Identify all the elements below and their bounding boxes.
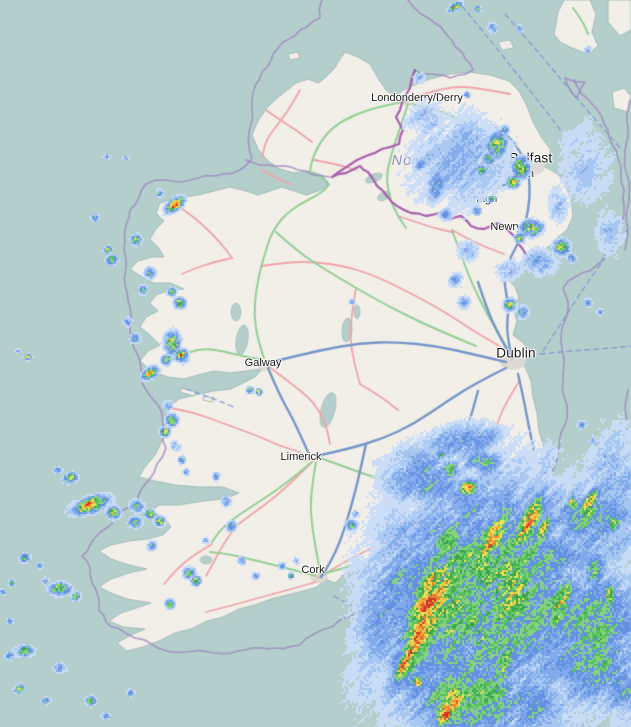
city-label-londonderry: Londonderry/Derry xyxy=(371,92,463,104)
city-label-cork: Cork xyxy=(301,564,325,576)
region-label-northern-ireland: Northern Ireland xyxy=(391,153,513,169)
city-label-dublin: Dublin xyxy=(496,345,536,361)
city-label-armagh: Armagh xyxy=(458,193,498,205)
city-label-kilkenny: Kilkenny xyxy=(395,449,437,461)
city-label-lisburn: Lisburn xyxy=(497,168,535,180)
city-label-newry: Newry xyxy=(490,221,522,233)
city-label-belfast: Belfast xyxy=(509,150,553,166)
city-label-limerick: Limerick xyxy=(280,451,322,463)
city-label-galway: Galway xyxy=(244,357,282,369)
